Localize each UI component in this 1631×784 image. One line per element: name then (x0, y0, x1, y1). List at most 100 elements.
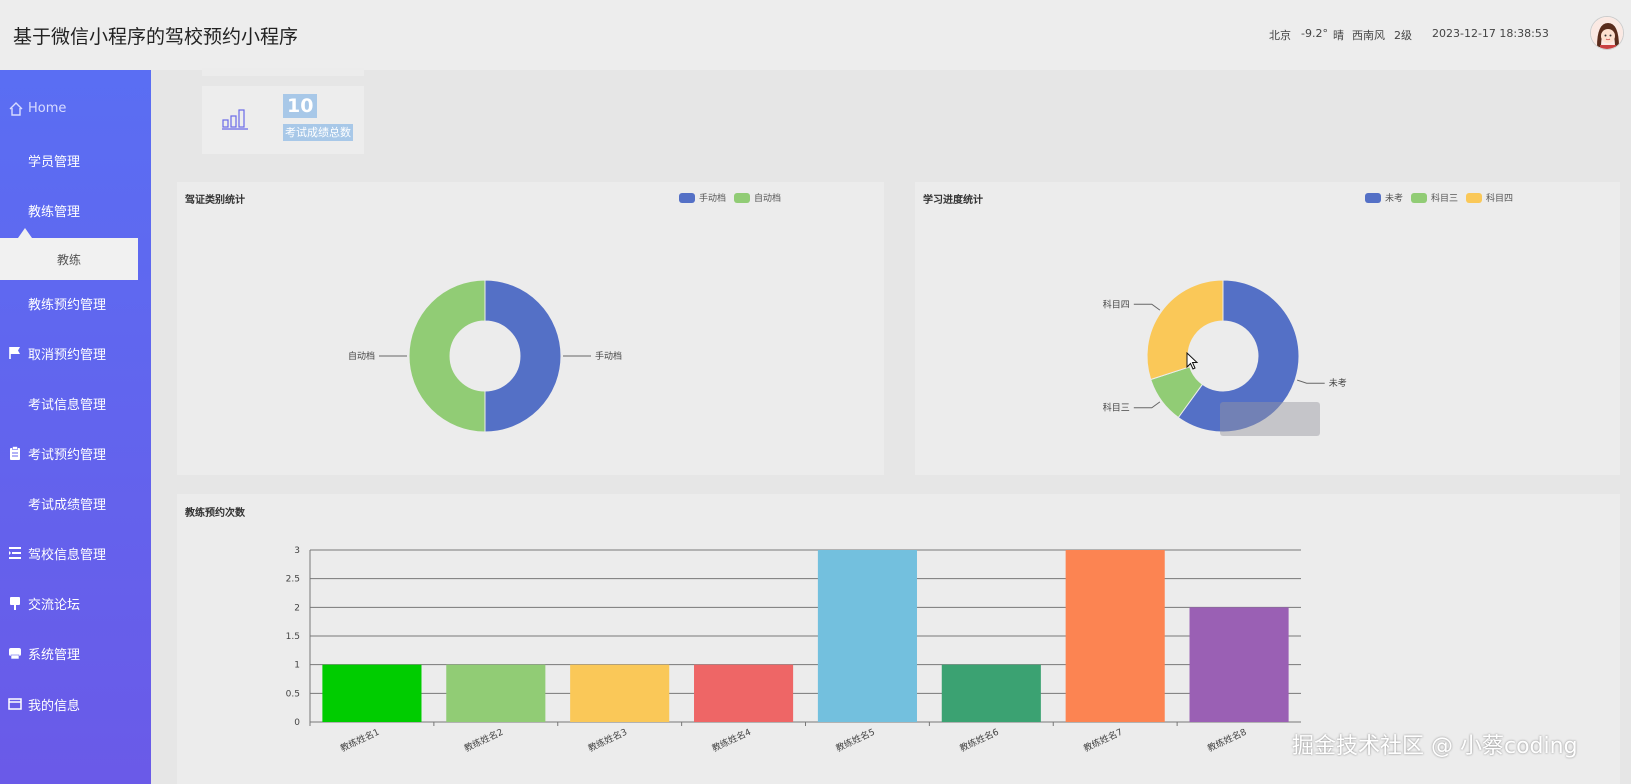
sidebar-item-label: 学员管理 (28, 154, 81, 170)
y-tick-label: 2.5 (286, 575, 300, 585)
bar[interactable] (817, 550, 917, 722)
panel-title: 教练预约次数 (185, 508, 245, 519)
watermark: 掘金技术社区 @ 小蔡coding (1292, 734, 1578, 759)
legend-label-manual[interactable]: 手动档 (699, 194, 727, 204)
pie-label-line (1133, 303, 1161, 311)
pie-slice[interactable] (484, 279, 562, 433)
home-icon (8, 101, 23, 116)
pie-label: 手动档 (595, 350, 622, 362)
x-tick-label: 教练姓名4 (710, 726, 753, 755)
y-tick-label: 0.5 (286, 689, 300, 699)
sidebar-item-profile[interactable]: 我的信息 (0, 689, 151, 719)
legend-label-subject-three[interactable]: 科目三 (1431, 194, 1459, 204)
submenu-caret (18, 228, 32, 238)
stat-card-tab (202, 68, 364, 76)
coach-bookings-bar-chart: 0 0.5 1 1.5 2 2.5 3 教练姓名1 教练姓名2 教练姓名3 教练姓名4 教练姓名5 教练… (286, 546, 1301, 755)
x-tick-label: 教练姓名6 (958, 726, 1001, 755)
clipboard-icon (8, 446, 22, 460)
bar[interactable] (941, 664, 1041, 722)
header-datetime: 2023-12-17 18:38:53 (1432, 27, 1549, 40)
legend-swatch-subject-four[interactable] (1466, 192, 1483, 203)
sidebar-item-exam-info[interactable]: 考试信息管理 (0, 388, 151, 418)
bar[interactable] (570, 664, 670, 722)
avatar[interactable] (1590, 16, 1624, 50)
legend-label-subject-four[interactable]: 科目四 (1486, 194, 1514, 204)
sidebar-item-label: 驾校信息管理 (28, 547, 107, 563)
sidebar-item-home[interactable]: Home (0, 93, 151, 123)
weather-wind-level: 2级 (1394, 29, 1412, 42)
legend-swatch-manual[interactable] (679, 192, 695, 203)
pie-label: 未考 (1329, 377, 1347, 389)
pin-icon (8, 596, 22, 610)
stat-value: 10 (283, 94, 318, 118)
stat-label: 考试成绩总数 (283, 124, 353, 141)
pie-label: 科目三 (1103, 402, 1130, 414)
legend: 手动档 自动档 (671, 191, 781, 204)
flag-icon (8, 346, 22, 360)
sidebar-item-label: 考试信息管理 (28, 397, 107, 413)
legend-swatch-auto[interactable] (734, 192, 751, 203)
sidebar: Home 学员管理 教练管理 教练 教练预约管理 取消预约管理 考试信息管理 考… (0, 70, 151, 784)
legend-label-not-taken[interactable]: 未考 (1385, 194, 1404, 204)
sidebar-item-system[interactable]: 系统管理 (0, 638, 151, 668)
sidebar-item-cancel-bookings[interactable]: 取消预约管理 (0, 338, 151, 368)
grid-icon (8, 496, 22, 510)
sidebar-item-forum[interactable]: 交流论坛 (0, 588, 151, 618)
y-tick-label: 0 (294, 718, 300, 728)
bar[interactable] (1189, 607, 1289, 722)
weather-city: 北京 (1269, 29, 1291, 42)
app-title: 基于微信小程序的驾校预约小程序 (13, 26, 299, 48)
sidebar-item-school-info[interactable]: 驾校信息管理 (0, 538, 151, 568)
sidebar-item-exam-scores[interactable]: 考试成绩管理 (0, 488, 151, 518)
panel-title: 驾证类别统计 (185, 195, 245, 206)
progress-panel: 学习进度统计 未考 科目三 科目四 未考 科目三 科目四 (915, 182, 1620, 475)
y-tick-label: 1 (294, 661, 300, 671)
bar[interactable] (446, 664, 546, 722)
legend-label-auto[interactable]: 自动档 (754, 194, 782, 204)
sidebar-item-coaches[interactable]: 教练管理 (0, 195, 151, 225)
legend-swatch-subject-three[interactable] (1411, 192, 1428, 203)
x-tick-label: 教练姓名5 (834, 726, 877, 755)
pie-slice[interactable] (1177, 279, 1300, 433)
x-tick-label: 教练姓名3 (586, 726, 629, 755)
mouse-cursor-icon (1186, 352, 1199, 370)
sidebar-item-label: 交流论坛 (28, 597, 81, 613)
x-tick-label: 教练姓名7 (1082, 726, 1125, 755)
x-tick-label: 教练姓名1 (338, 726, 381, 755)
sidebar-item-label: Home (28, 100, 67, 116)
coach-bookings-panel: 教练预约次数 0 0.5 1 1.5 2 2.5 3 教练姓名1 教练姓名2 教练姓名3 教练姓名4… (177, 494, 1620, 784)
grid-icon (8, 296, 22, 310)
license-type-donut-chart: 手动档 自动档 (348, 279, 622, 433)
sidebar-item-label: 教练管理 (28, 204, 81, 220)
y-tick-label: 2 (294, 603, 300, 613)
pie-slice[interactable] (1146, 279, 1224, 381)
bar[interactable] (694, 664, 794, 722)
top-header: 基于微信小程序的驾校预约小程序 北京 -9.2° 晴 西南风 2级 2023-1… (0, 0, 1631, 70)
weather-temperature: -9.2° (1301, 27, 1328, 40)
grid-icon (8, 203, 22, 217)
legend-swatch-not-taken[interactable] (1365, 192, 1381, 203)
grid-icon (8, 396, 22, 410)
sidebar-item-coach-bookings[interactable]: 教练预约管理 (0, 288, 151, 318)
bar[interactable] (1065, 550, 1165, 722)
weather-condition: 晴 (1333, 29, 1344, 42)
sidebar-item-label: 我的信息 (28, 698, 81, 714)
bar[interactable] (322, 664, 422, 722)
chart-tooltip (1220, 402, 1320, 436)
panel-title: 学习进度统计 (923, 195, 983, 206)
pie-label: 科目四 (1103, 298, 1130, 310)
bar-chart-icon (222, 108, 248, 134)
y-tick-label: 1.5 (286, 632, 300, 642)
sidebar-item-students[interactable]: 学员管理 (0, 145, 151, 175)
x-tick-label: 教练姓名2 (462, 726, 505, 755)
sidebar-item-exam-bookings[interactable]: 考试预约管理 (0, 438, 151, 468)
pie-label-line (1133, 401, 1161, 409)
license-type-panel: 驾证类别统计 手动档 自动档 手动档 自动档 (177, 182, 884, 475)
window-icon (8, 697, 22, 711)
sidebar-item-label: 考试成绩管理 (28, 497, 107, 513)
sidebar-item-label: 系统管理 (28, 647, 81, 663)
avatar-image (1591, 17, 1623, 49)
pie-slice[interactable] (408, 279, 486, 433)
sidebar-subitem-coach[interactable]: 教练 (0, 238, 138, 280)
